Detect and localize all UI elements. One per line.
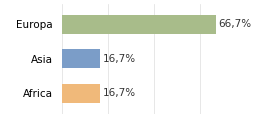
Bar [62, 84, 100, 103]
Bar [62, 49, 100, 68]
Bar [62, 15, 216, 34]
Text: 16,7%: 16,7% [102, 88, 136, 98]
Text: 16,7%: 16,7% [102, 54, 136, 64]
Text: 66,7%: 66,7% [218, 19, 251, 29]
